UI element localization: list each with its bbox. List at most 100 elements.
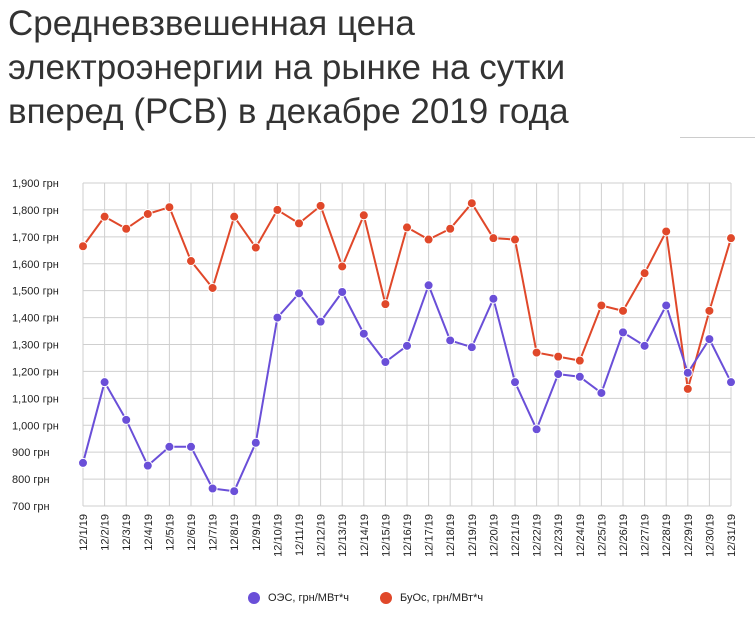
data-point-0 (639, 340, 650, 351)
data-point-0 (164, 441, 175, 452)
data-point-1 (229, 211, 240, 222)
data-point-1 (466, 198, 477, 209)
x-tick-label: 12/26/19 (618, 514, 630, 557)
data-point-1 (78, 241, 88, 252)
x-tick-label: 12/24/19 (575, 514, 587, 557)
data-point-0 (250, 437, 261, 448)
data-point-0 (294, 288, 304, 299)
x-tick-label: 12/16/19 (402, 514, 414, 557)
x-tick-label: 12/12/19 (316, 514, 328, 557)
x-tick-label: 12/19/19 (467, 514, 479, 557)
y-tick-label: 1,200 грн (12, 366, 59, 378)
legend-label-oes: ОЭС, грн/МВт*ч (268, 592, 349, 604)
data-point-0 (704, 334, 715, 345)
data-point-1 (380, 299, 391, 310)
x-tick-label: 12/9/19 (251, 514, 263, 551)
x-tick-label: 12/4/19 (143, 514, 155, 551)
legend-marker-buos (380, 592, 392, 604)
y-tick-label: 1,000 грн (12, 420, 59, 432)
x-tick-label: 12/7/19 (208, 514, 220, 551)
legend-item-oes: ОЭС, грн/МВт*ч (248, 592, 349, 604)
data-point-1 (121, 223, 132, 234)
data-point-0 (78, 457, 88, 468)
data-point-1 (704, 305, 715, 316)
x-tick-label: 12/20/19 (488, 514, 500, 557)
data-point-0 (726, 377, 736, 388)
data-point-0 (423, 280, 434, 291)
x-tick-label: 12/21/19 (510, 514, 522, 557)
data-point-0 (207, 483, 218, 494)
legend: ОЭС, грн/МВт*ч БуОс, грн/МВт*ч (0, 592, 755, 612)
x-tick-label: 12/28/19 (661, 514, 673, 557)
data-point-1 (639, 268, 650, 279)
data-point-0 (229, 486, 240, 497)
x-tick-label: 12/22/19 (532, 514, 544, 557)
data-point-1 (272, 204, 283, 215)
y-tick-label: 800 грн (12, 474, 50, 486)
y-tick-label: 1,800 грн (12, 205, 59, 217)
data-point-0 (618, 327, 628, 338)
x-tick-label: 12/11/19 (294, 514, 306, 556)
data-point-1 (337, 261, 348, 272)
x-tick-label: 12/2/19 (100, 514, 112, 551)
data-point-0 (531, 424, 542, 435)
y-tick-label: 1,500 грн (12, 286, 59, 298)
data-point-1 (164, 202, 175, 213)
x-tick-label: 12/30/19 (704, 514, 716, 557)
chart-title: Средневзвешенная цена электроэнергии на … (8, 4, 569, 131)
data-point-0 (121, 414, 132, 425)
data-point-1 (682, 383, 693, 394)
x-tick-label: 12/31/19 (726, 514, 738, 557)
data-point-0 (99, 377, 110, 388)
data-point-0 (553, 369, 564, 380)
x-tick-label: 12/1/19 (78, 514, 90, 551)
data-point-0 (402, 340, 412, 351)
x-tick-label: 12/25/19 (596, 514, 608, 557)
data-point-1 (618, 305, 628, 316)
data-point-1 (207, 282, 218, 293)
x-tick-label: 12/6/19 (186, 514, 198, 551)
data-point-0 (142, 460, 153, 471)
data-point-0 (272, 312, 283, 323)
line-chart: 1,900 грн 1,800 грн 1,700 грн 1,600 грн 1,50… (12, 178, 738, 557)
data-point-0 (510, 377, 520, 388)
x-tick-label: 12/15/19 (380, 514, 392, 557)
x-tick-label: 12/27/19 (640, 514, 652, 557)
x-tick-label: 12/10/19 (272, 514, 284, 557)
x-tick-label: 12/8/19 (229, 514, 241, 551)
data-point-0 (445, 335, 456, 346)
data-point-0 (488, 293, 499, 304)
x-tick-label: 12/17/19 (424, 514, 436, 557)
legend-label-buos: БуОс, грн/МВт*ч (400, 592, 484, 604)
data-point-0 (661, 300, 672, 311)
data-point-1 (531, 347, 542, 358)
legend-marker-oes (248, 592, 260, 604)
data-point-1 (423, 234, 434, 245)
y-tick-label: 900 грн (12, 447, 50, 459)
y-tick-label: 1,400 грн (12, 313, 59, 325)
y-tick-label: 1,300 грн (12, 340, 59, 352)
data-point-0 (380, 356, 391, 367)
data-point-0 (358, 328, 369, 339)
data-point-1 (142, 208, 153, 219)
data-point-1 (315, 200, 326, 211)
data-point-1 (358, 210, 369, 221)
data-point-0 (186, 441, 196, 452)
data-point-0 (682, 367, 693, 378)
data-point-0 (596, 387, 607, 398)
data-point-1 (294, 218, 304, 229)
y-tick-label: 1,700 грн (12, 232, 59, 244)
data-point-1 (574, 355, 585, 366)
data-point-0 (337, 287, 348, 298)
x-tick-label: 12/18/19 (445, 514, 457, 557)
data-point-0 (466, 342, 477, 353)
legend-item-buos: БуОс, грн/МВт*ч (380, 592, 483, 604)
x-tick-label: 12/13/19 (337, 514, 349, 557)
data-point-1 (250, 242, 261, 253)
data-point-0 (574, 371, 585, 382)
data-point-1 (596, 300, 607, 311)
title-divider (680, 137, 755, 138)
x-tick-label: 12/14/19 (359, 514, 371, 557)
x-tick-label: 12/5/19 (164, 514, 176, 551)
x-tick-label: 12/29/19 (683, 514, 695, 557)
